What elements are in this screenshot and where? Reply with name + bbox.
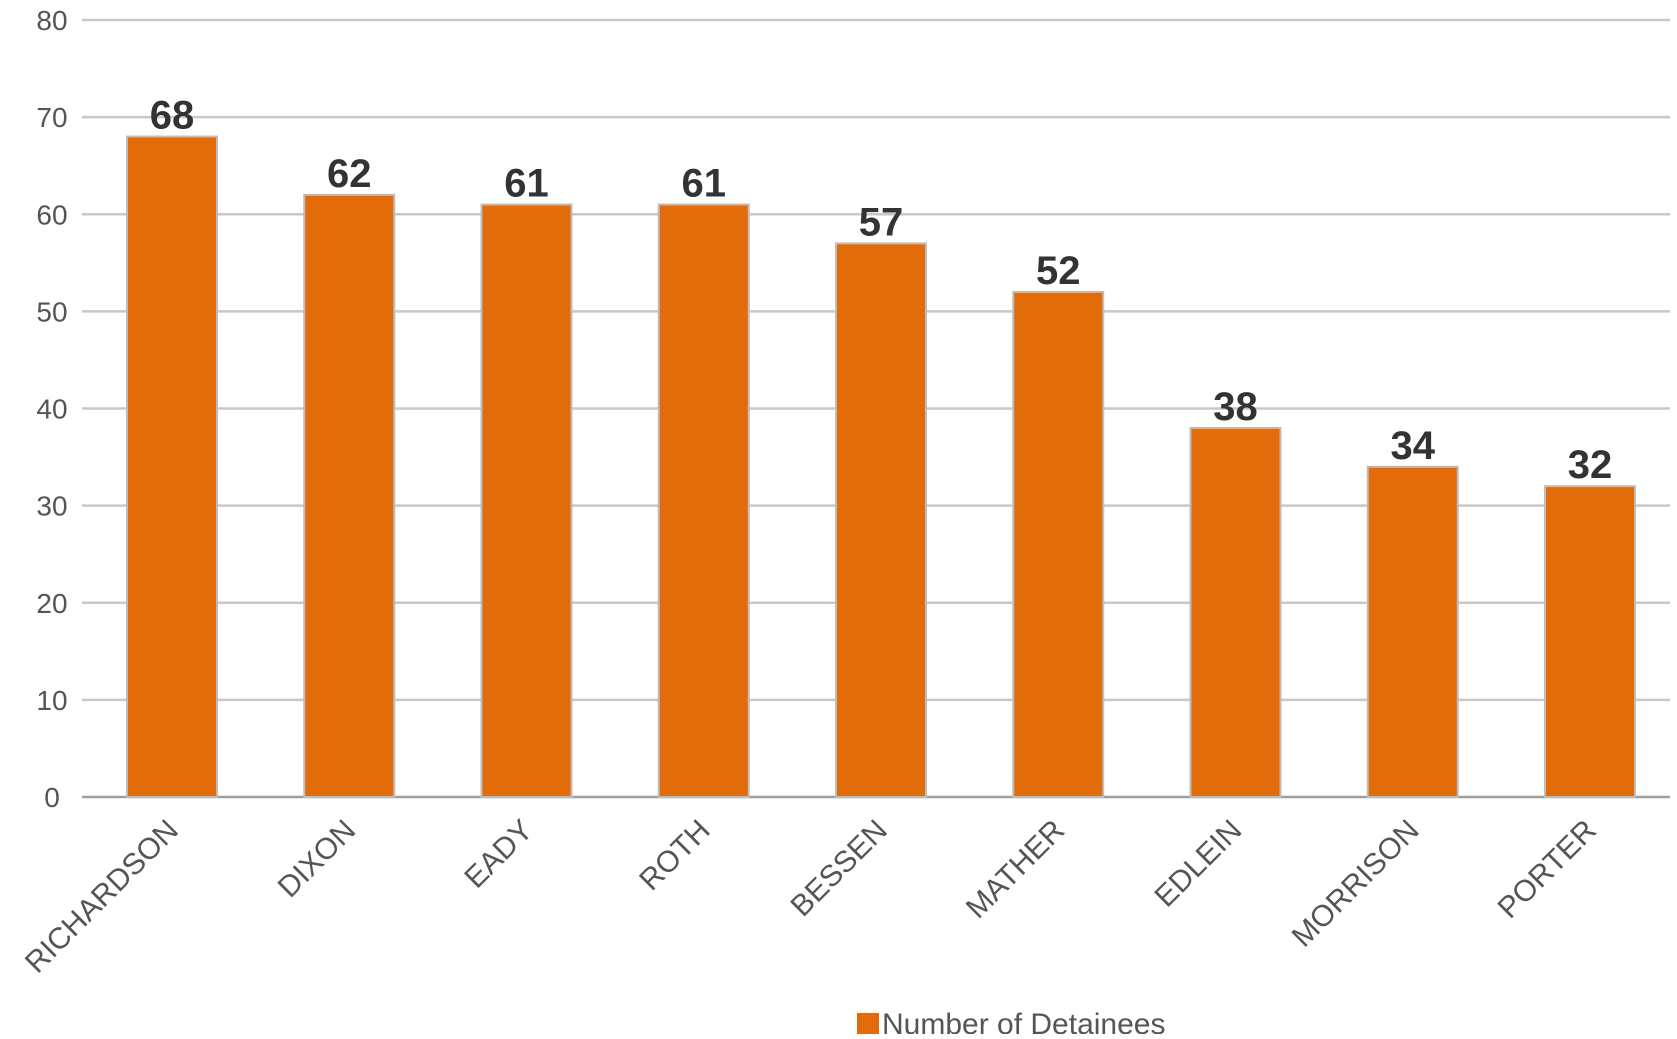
data-label: 52 xyxy=(1036,249,1081,293)
bar-eady xyxy=(480,203,573,799)
data-label: 62 xyxy=(327,152,372,196)
x-tick-label: DIXON xyxy=(272,814,363,905)
y-tick-label: 20 xyxy=(36,588,67,619)
legend: Number of Detainees xyxy=(857,1008,1165,1039)
x-tick-label: EADY xyxy=(458,814,539,895)
bar-porter xyxy=(1544,485,1636,798)
y-tick-label: 80 xyxy=(36,5,67,36)
bar-bessen xyxy=(835,242,927,798)
y-tick-label: 50 xyxy=(36,296,67,327)
data-label: 68 xyxy=(150,94,195,138)
data-label: 34 xyxy=(1391,424,1436,468)
x-tick-label: PORTER xyxy=(1492,814,1603,925)
data-label: 38 xyxy=(1213,385,1258,429)
y-tick-label: 30 xyxy=(36,491,67,522)
bar-mather xyxy=(1012,290,1105,798)
x-tick-label: BESSEN xyxy=(785,814,894,923)
bar-edlein xyxy=(1189,426,1282,798)
bar-dixon xyxy=(303,193,396,798)
bar-morrison xyxy=(1366,465,1459,798)
y-tick-label: 0 xyxy=(44,782,60,813)
data-label: 61 xyxy=(682,162,727,206)
x-tick-label: ROTH xyxy=(633,814,716,897)
bars xyxy=(126,135,1636,799)
y-tick-label: 10 xyxy=(36,685,67,716)
x-tick-label: EDLEIN xyxy=(1148,814,1248,914)
x-tick-label: MATHER xyxy=(960,814,1071,925)
bar-richardson xyxy=(126,135,218,799)
legend-label: Number of Detainees xyxy=(882,1008,1165,1034)
y-axis-tick-labels: 0 10 20 30 40 50 60 70 80 xyxy=(36,5,67,813)
y-tick-label: 40 xyxy=(36,394,67,425)
data-label: 57 xyxy=(859,200,904,244)
data-label: 32 xyxy=(1568,443,1613,487)
x-axis-tick-labels: RICHARDSON DIXON EADY ROTH BESSEN MATHER EDLEI… xyxy=(19,814,1603,980)
x-tick-label: RICHARDSON xyxy=(19,814,185,980)
y-tick-label: 70 xyxy=(36,102,67,133)
data-label: 61 xyxy=(504,162,549,206)
data-labels: 68 62 61 61 57 52 38 34 32 xyxy=(150,94,1613,488)
bar-roth xyxy=(657,203,750,799)
x-tick-label: MORRISON xyxy=(1286,814,1426,954)
legend-swatch xyxy=(857,1013,879,1035)
y-tick-label: 60 xyxy=(36,199,67,230)
